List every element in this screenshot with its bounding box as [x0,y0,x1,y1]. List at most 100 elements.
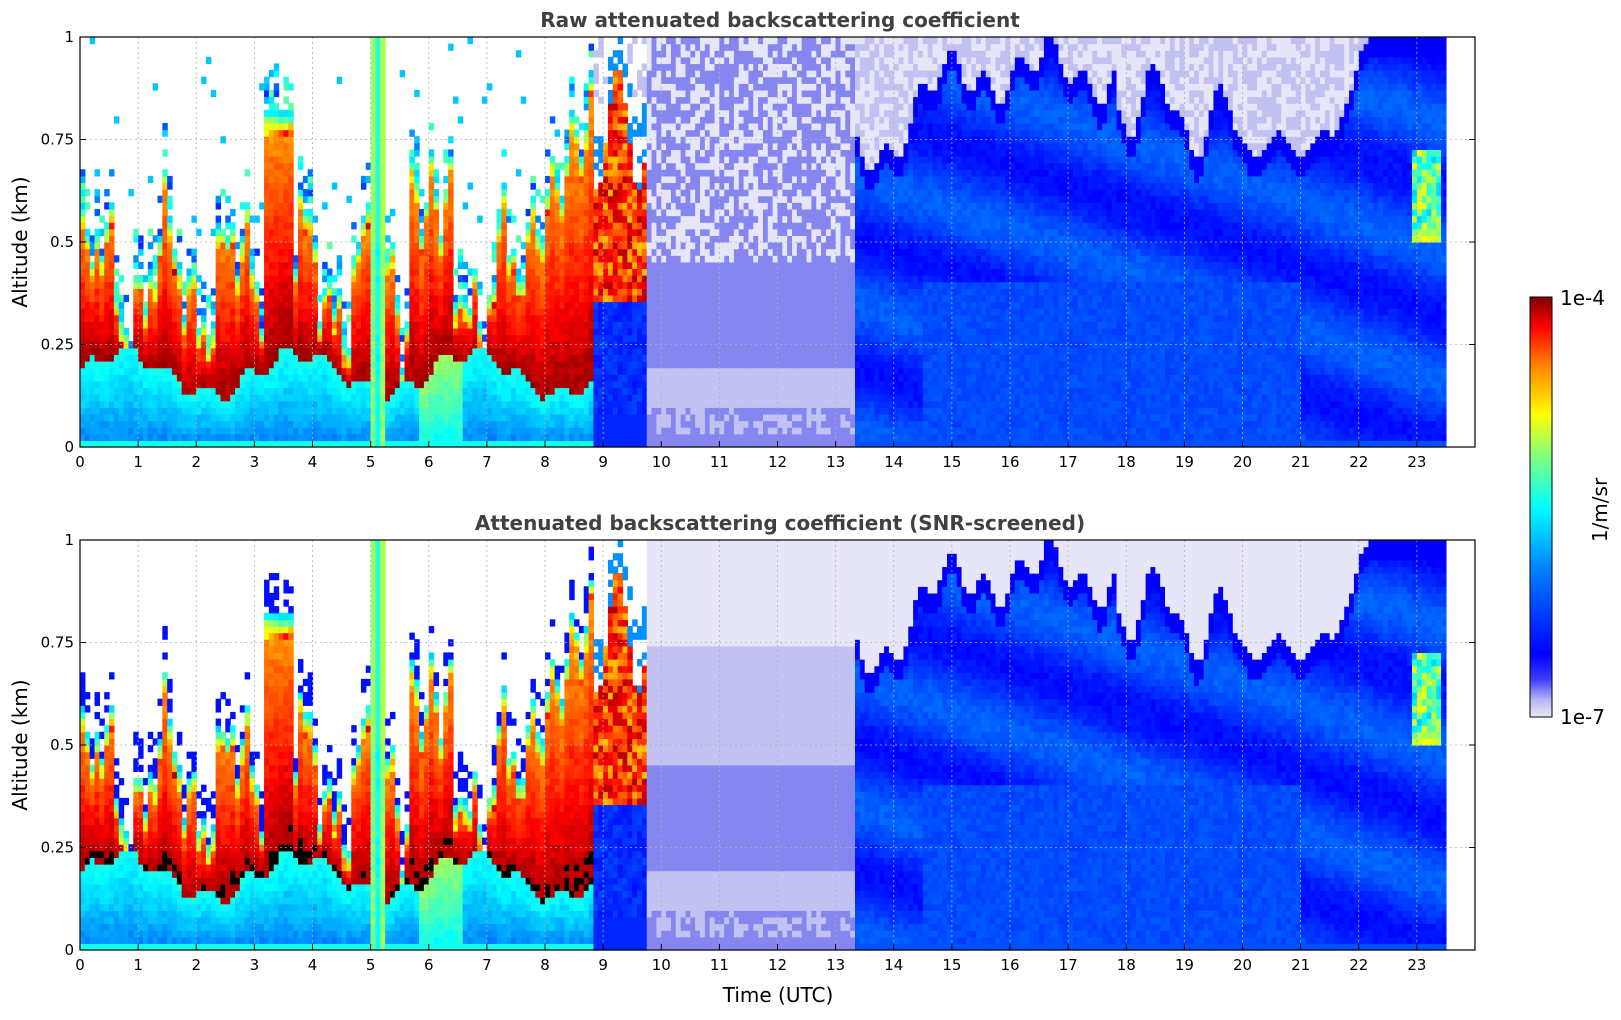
heatmap-cell [700,228,706,236]
heatmap-cell [637,182,643,190]
heatmap-cell [690,109,696,117]
heatmap-cell [641,208,648,217]
heatmap-cell [80,242,86,250]
heatmap-cell [666,169,672,177]
heatmap-cell [360,215,367,223]
heatmap-cell [385,288,391,296]
heatmap-cell [675,89,682,98]
heatmap-cell [244,440,251,448]
heatmap-cell [666,162,672,170]
heatmap-cell [336,413,343,422]
heatmap-cell [511,374,517,382]
heatmap-cell [162,182,168,190]
heatmap-cell [307,242,314,250]
heatmap-cell [535,294,541,303]
heatmap-cell [554,413,561,422]
heatmap-cell [641,354,648,362]
heatmap-cell [80,255,86,263]
heatmap-cell [491,400,498,408]
heatmap-cell [225,294,231,303]
heatmap-cell [385,235,391,243]
heatmap-cell [637,248,643,256]
heatmap-cell [423,288,430,296]
heatmap-cell [370,175,377,184]
heatmap-cell [181,374,188,382]
heatmap-cell [583,367,590,375]
heatmap-cell [632,380,638,389]
heatmap-cell [351,407,357,415]
heatmap-cell [167,400,173,408]
heatmap-cell [302,433,309,441]
heatmap-cell [690,354,696,362]
heatmap-cell [666,202,672,210]
heatmap-cell [293,294,299,303]
heatmap-cell [205,354,212,362]
heatmap-cell [564,182,570,190]
heatmap-cell [104,361,110,369]
heatmap-cell [680,109,687,117]
heatmap-cell [409,208,415,217]
heatmap-cell [215,261,222,270]
heatmap-cell [690,294,696,303]
heatmap-cell [612,142,619,151]
heatmap-cell [603,149,609,157]
heatmap-cell [622,156,628,164]
heatmap-cell [380,427,386,435]
heatmap-cell [540,407,546,415]
heatmap-cell [172,268,178,276]
heatmap-cell [695,314,701,322]
heatmap-cell [380,43,386,51]
heatmap-cell [297,427,304,435]
heatmap-cell [515,327,522,336]
heatmap-cell [99,215,105,223]
heatmap-cell [511,275,517,283]
heatmap-cell [661,248,667,256]
heatmap-cell [360,413,367,422]
heatmap-cell [448,235,454,243]
heatmap-cell [380,83,386,91]
heatmap-cell [501,361,507,369]
heatmap-cell [656,76,662,84]
heatmap-cell [554,248,561,256]
heatmap-cell [452,354,459,362]
heatmap-cell [201,321,207,329]
heatmap-cell [646,407,653,415]
heatmap-cell [360,294,367,303]
heatmap-cell [264,215,270,223]
heatmap-cell [598,394,604,402]
heatmap-cell [675,182,682,190]
heatmap-cell [443,420,449,428]
heatmap-cell [666,109,672,117]
heatmap-cell [84,202,91,210]
heatmap-cell [593,301,599,309]
heatmap-cell [554,321,561,329]
heatmap-cell [419,433,425,441]
heatmap-cell [661,202,667,210]
heatmap-cell [501,261,507,270]
heatmap-cell [680,255,687,263]
heatmap-cell [297,242,304,250]
heatmap-cell [327,374,333,382]
heatmap-cell [80,208,86,217]
heatmap-cell [230,427,236,435]
heatmap-cell [220,427,226,435]
heatmap-cell [675,294,682,303]
heatmap-cell [414,248,420,256]
heatmap-cell [612,433,619,441]
heatmap-cell [259,433,265,441]
heatmap-cell [375,294,381,303]
heatmap-cell [365,334,372,342]
heatmap-cell [627,321,633,329]
heatmap-cell [641,347,648,356]
heatmap-cell [617,162,624,170]
heatmap-cell [380,308,386,316]
heatmap-cell [501,394,507,402]
heatmap-cell [128,354,134,362]
heatmap-cell [607,400,614,408]
heatmap-cell [685,63,691,71]
heatmap-cell [457,420,464,428]
heatmap-cell [661,195,667,203]
heatmap-cell [273,222,280,230]
heatmap-cell [273,202,280,210]
heatmap-cell [637,354,643,362]
